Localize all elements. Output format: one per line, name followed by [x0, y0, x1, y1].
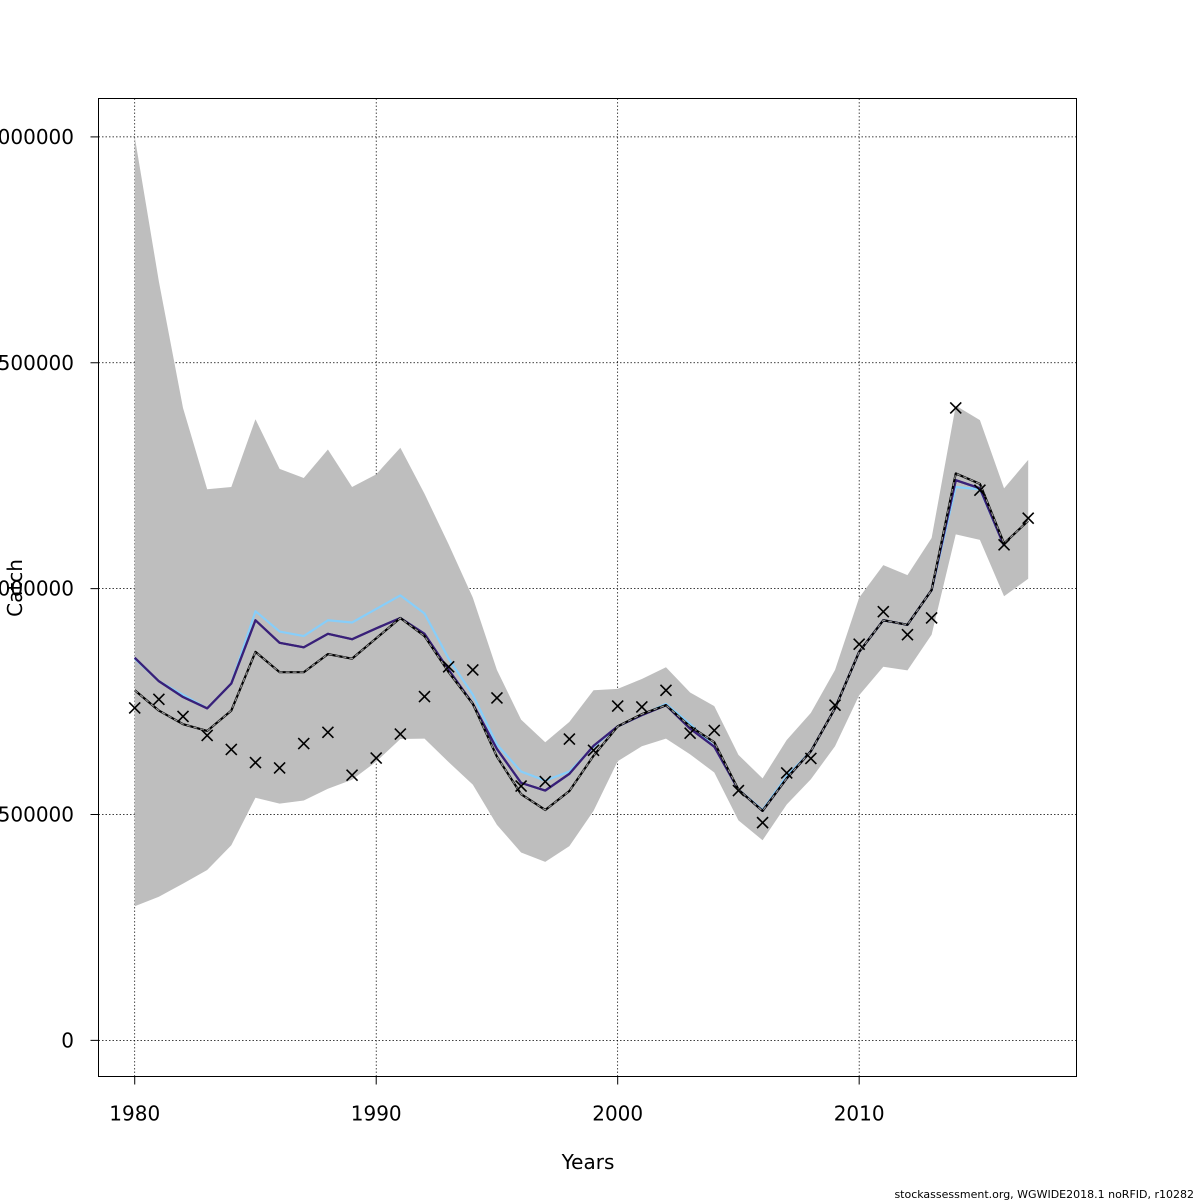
observed-point: [780, 766, 793, 780]
observed-point: [853, 638, 866, 651]
x-tick-label: 2010: [834, 1102, 885, 1126]
observed-catch-points: [128, 401, 1035, 829]
y-axis-title: Catch: [3, 559, 27, 617]
observed-point: [490, 691, 504, 705]
x-tick-label: 1980: [109, 1102, 160, 1126]
observed-point: [418, 690, 431, 703]
observed-point: [732, 784, 745, 797]
observed-point: [225, 743, 238, 756]
y-tick-label: 0: [61, 1028, 74, 1052]
observed-point: [442, 660, 455, 673]
observed-point: [949, 401, 962, 415]
observed-point: [828, 699, 842, 712]
confidence-band-area: [134, 136, 1029, 907]
footer-credit: stockassessment.org, WGWIDE2018.1 noRFID…: [894, 1188, 1194, 1200]
observed-point: [708, 724, 721, 737]
y-tick-label: 2000000: [0, 125, 74, 149]
observed-point: [128, 701, 141, 714]
observed-point: [273, 761, 286, 775]
observed-point: [345, 769, 359, 782]
observed-point: [321, 726, 334, 739]
observed-point: [515, 779, 528, 793]
observed-point: [587, 744, 600, 757]
observed-point: [563, 732, 576, 746]
observed-point: [1022, 512, 1035, 525]
observed-point: [901, 628, 914, 641]
y-tick-label: 500000: [0, 802, 74, 826]
observed-point: [756, 816, 769, 829]
observed-point: [925, 611, 938, 625]
observed-point: [394, 728, 407, 741]
observed-point: [973, 484, 986, 497]
series-lines: [133, 472, 1029, 812]
observed-point: [466, 663, 479, 677]
x-tick-label: 1990: [351, 1102, 402, 1126]
observed-point: [297, 737, 310, 750]
observed-point: [611, 700, 624, 713]
observed-point: [877, 605, 890, 618]
x-axis: 1980 1990 2000 2010: [109, 1076, 885, 1126]
observed-point: [152, 693, 165, 706]
observed-point: [370, 751, 383, 765]
observed-point: [997, 538, 1011, 551]
observed-point: [249, 756, 262, 769]
observed-point: [684, 727, 697, 740]
y-tick-label: 1500000: [0, 351, 74, 375]
observed-point: [539, 775, 552, 788]
x-axis-title: Years: [561, 1150, 615, 1174]
plot-frame: [98, 98, 1077, 1077]
confidence-band: [134, 136, 1029, 907]
series-line-dashed: [134, 472, 1029, 812]
observed-point: [201, 729, 214, 742]
x-tick-label: 2000: [592, 1102, 643, 1126]
y-axis: 0 500000 1000000 1500000 2000000: [0, 125, 99, 1052]
observed-point: [659, 684, 673, 697]
y-tick-label: 1000000: [0, 577, 74, 601]
observed-point: [176, 710, 190, 723]
observed-point: [635, 700, 648, 714]
observed-point: [804, 752, 817, 765]
